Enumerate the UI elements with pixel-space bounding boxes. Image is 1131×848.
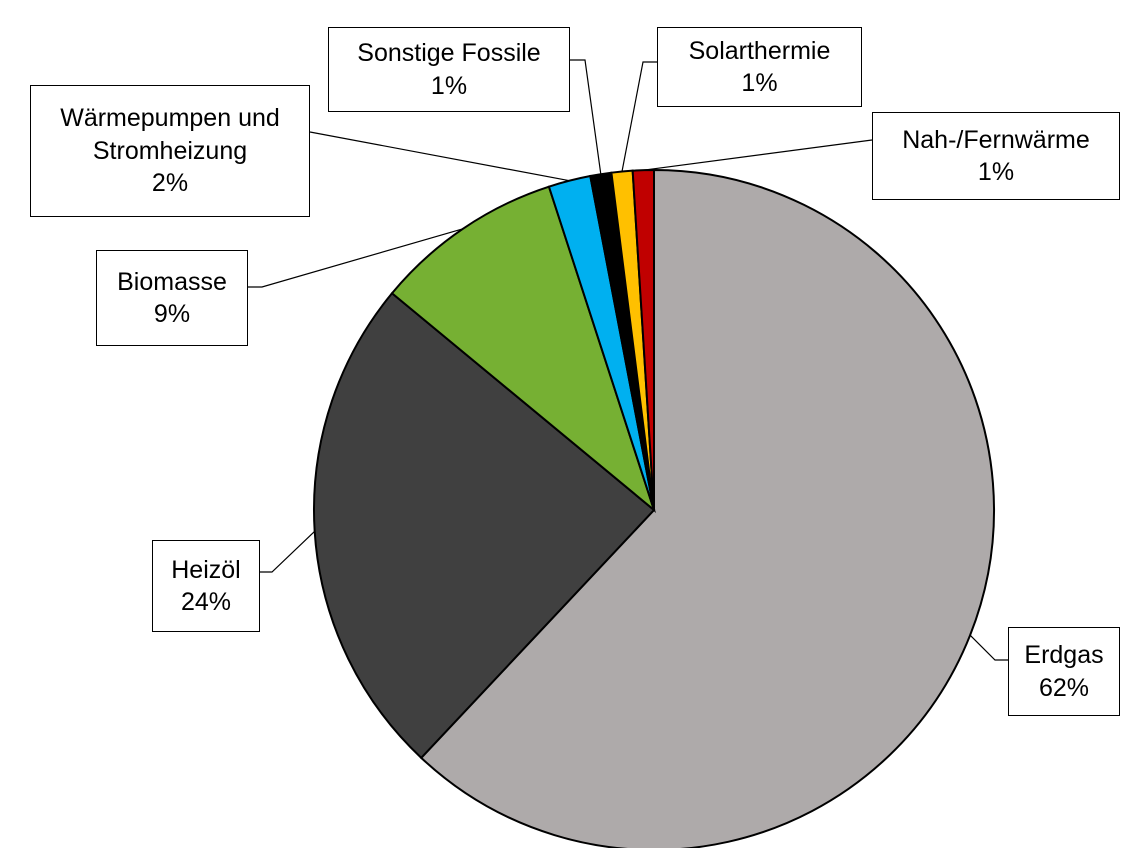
- leader-line: [570, 59, 602, 175]
- leader-line: [621, 61, 657, 172]
- leader-line: [643, 139, 873, 171]
- label-name: Solarthermie: [688, 36, 831, 65]
- data-label: Biomasse 9%: [96, 250, 248, 346]
- label-name: Erdgas: [1024, 641, 1104, 669]
- label-value: 62%: [1038, 673, 1090, 702]
- slices: [313, 168, 995, 848]
- label-value: 1%: [741, 69, 778, 97]
- pie-slice: [390, 185, 657, 513]
- data-label: Erdgas 62%: [1008, 627, 1120, 716]
- data-label: Solarthermie 1%: [657, 27, 862, 107]
- data-label: Wärmepumpen und Stromheizung 2%: [30, 85, 310, 217]
- label-value: 9%: [153, 300, 191, 328]
- label-value: 2%: [151, 169, 189, 198]
- label-value: 1%: [430, 71, 468, 100]
- label-name: Wärmepumpen und Stromheizung: [60, 104, 280, 165]
- label-value: 24%: [180, 588, 232, 616]
- leader-line: [248, 228, 464, 288]
- leader-line: [309, 131, 570, 182]
- label-name: Nah-/Fernwärme: [902, 125, 1090, 154]
- pie-slice: [631, 168, 655, 511]
- leader-line: [260, 530, 316, 573]
- pie-slice: [419, 168, 995, 848]
- label-name: Sonstige Fossile: [357, 39, 541, 67]
- data-label: Sonstige Fossile 1%: [328, 27, 570, 112]
- pie-slice: [313, 291, 656, 760]
- label-name: Biomasse: [117, 267, 227, 296]
- leader-line: [969, 634, 1008, 661]
- label-name: Heizöl: [171, 555, 241, 584]
- data-label: Nah-/Fernwärme 1%: [872, 112, 1120, 200]
- label-value: 1%: [977, 158, 1015, 186]
- data-label: Heizöl 24%: [152, 540, 260, 632]
